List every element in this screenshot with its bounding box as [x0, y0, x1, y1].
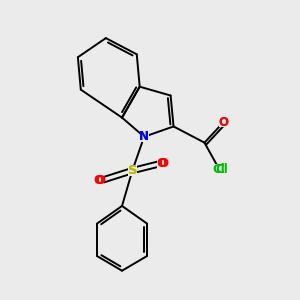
Text: O: O [95, 174, 105, 188]
Bar [95, 176, 104, 186]
Text: N: N [139, 130, 149, 143]
Text: O: O [157, 157, 167, 170]
Text: Cl: Cl [216, 163, 229, 176]
Text: S: S [128, 164, 137, 177]
Text: O: O [219, 116, 229, 128]
Text: O: O [219, 116, 229, 128]
Text: O: O [158, 157, 168, 170]
Text: Cl: Cl [213, 163, 226, 176]
Text: N: N [139, 130, 149, 143]
Bar [158, 158, 166, 169]
Bar [219, 117, 228, 127]
Text: O: O [94, 174, 103, 188]
Bar [128, 165, 137, 176]
Bar [213, 164, 226, 174]
Bar [140, 131, 148, 142]
Text: S: S [128, 164, 137, 177]
